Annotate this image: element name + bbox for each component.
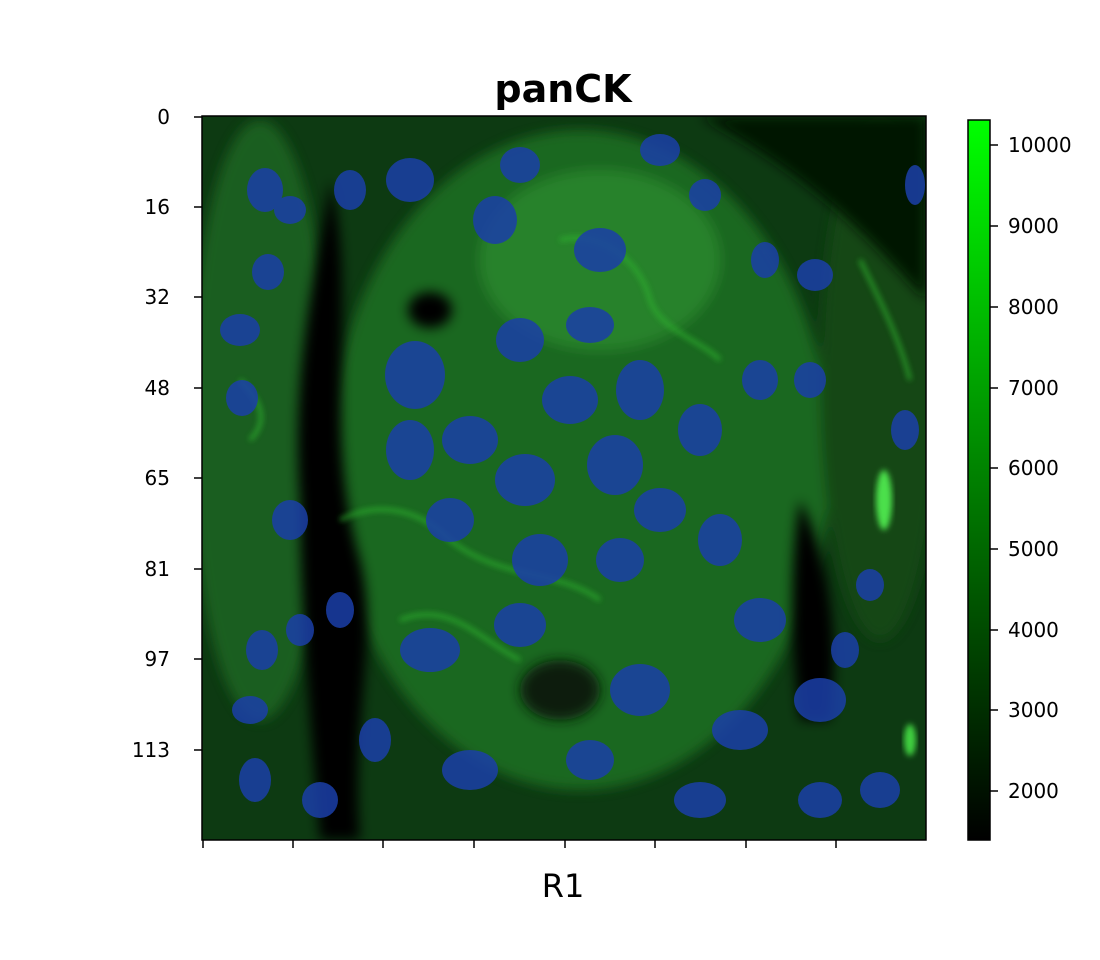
x-axis-ticks bbox=[202, 840, 837, 848]
y-tick-label: 113 bbox=[131, 738, 170, 762]
x-axis-label: R1 bbox=[541, 867, 585, 905]
colorbar-tick-label: 5000 bbox=[1008, 537, 1059, 561]
y-tick-label: 0 bbox=[157, 105, 170, 129]
colorbar-tick-label: 4000 bbox=[1008, 618, 1059, 642]
y-tick-label: 81 bbox=[144, 557, 170, 581]
colorbar-tick-label: 7000 bbox=[1008, 376, 1059, 400]
y-axis-ticks bbox=[194, 116, 202, 751]
figure-title: panCK bbox=[494, 67, 632, 111]
y-tick-label: 97 bbox=[144, 647, 170, 671]
colorbar-tick-label: 2000 bbox=[1008, 779, 1059, 803]
colorbar bbox=[967, 119, 991, 841]
colorbar-tick-label: 6000 bbox=[1008, 456, 1059, 480]
nuclei bbox=[220, 134, 925, 818]
colorbar-tick-label: 3000 bbox=[1008, 698, 1059, 722]
colorbar-ticks bbox=[990, 144, 998, 792]
y-tick-label: 65 bbox=[144, 466, 170, 490]
y-tick-label: 16 bbox=[144, 195, 170, 219]
colorbar-tick-label: 10000 bbox=[1008, 133, 1072, 157]
colorbar-tick-label: 8000 bbox=[1008, 295, 1059, 319]
microscopy-image bbox=[202, 116, 926, 840]
y-tick-label: 48 bbox=[144, 376, 170, 400]
y-tick-label: 32 bbox=[144, 285, 170, 309]
colorbar-tick-label: 9000 bbox=[1008, 214, 1059, 238]
